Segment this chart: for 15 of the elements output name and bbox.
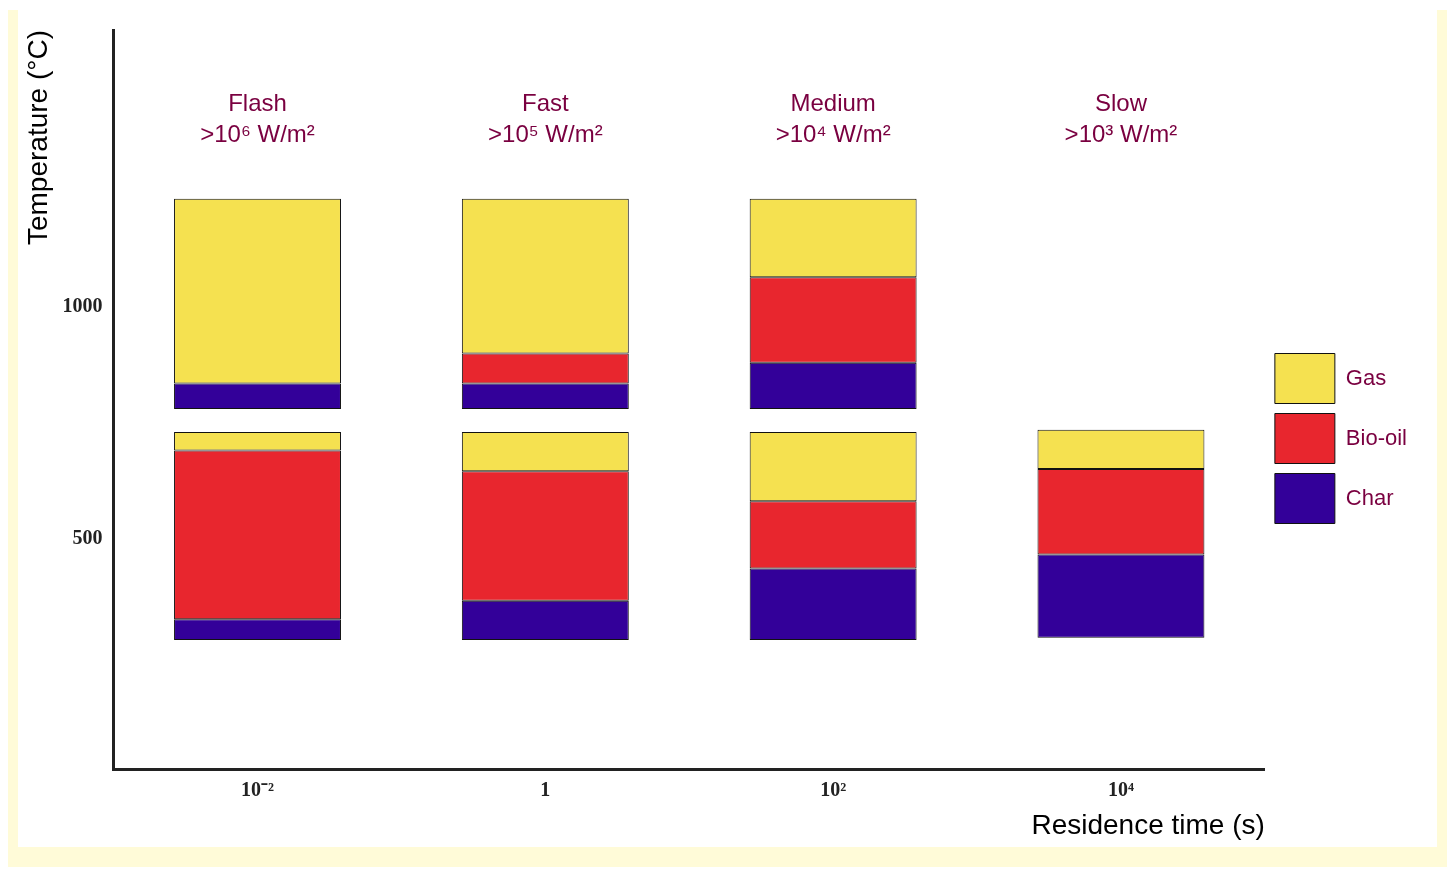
legend-label: Char: [1345, 484, 1394, 510]
x-tick-label: 1: [540, 777, 551, 800]
x-tick-label: 10⁴: [1107, 777, 1134, 800]
y-axis-title: Temperature (°C): [21, 30, 53, 246]
x-axis-title: Residence time (s): [1031, 808, 1265, 840]
legend-label: Gas: [1345, 364, 1387, 390]
y-tick-label: 500: [72, 525, 103, 548]
legend-label: Bio-oil: [1345, 424, 1408, 450]
x-tick-label: 10²: [820, 777, 847, 800]
annotation: Medium >10⁴ W/m²: [775, 89, 891, 148]
y-tick-label: 1000: [62, 294, 103, 317]
annotation: Fast >10⁵ W/m²: [488, 89, 603, 148]
annotation: Slow >10³ W/m²: [1064, 89, 1178, 148]
annotation: Flash >10⁶ W/m²: [200, 89, 315, 148]
x-tick-label: 10⁻²: [241, 777, 275, 800]
